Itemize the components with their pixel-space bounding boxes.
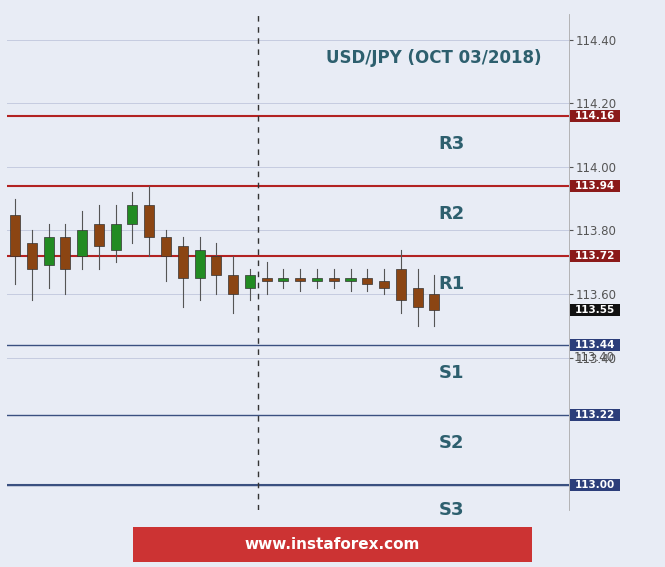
Bar: [211, 256, 221, 275]
Bar: [110, 224, 121, 249]
Text: R3: R3: [438, 135, 464, 153]
Bar: [195, 249, 205, 278]
Text: 113.00: 113.00: [575, 480, 615, 490]
Text: 113.40: 113.40: [574, 351, 615, 364]
Bar: [128, 205, 138, 224]
Bar: [27, 243, 37, 269]
Text: 113.72: 113.72: [575, 251, 615, 261]
Bar: [312, 278, 322, 281]
Bar: [228, 275, 238, 294]
Text: 113.94: 113.94: [575, 181, 615, 191]
Bar: [379, 281, 389, 287]
Bar: [245, 275, 255, 287]
Text: R2: R2: [438, 205, 464, 223]
Bar: [178, 246, 188, 278]
Text: R1: R1: [438, 275, 464, 293]
Bar: [144, 205, 154, 237]
Text: USD/JPY (OCT 03/2018): USD/JPY (OCT 03/2018): [326, 49, 541, 67]
Bar: [396, 269, 406, 301]
Bar: [10, 214, 20, 256]
Bar: [430, 294, 440, 310]
Bar: [161, 237, 171, 256]
Bar: [43, 237, 54, 265]
Bar: [261, 278, 272, 281]
Bar: [61, 237, 70, 269]
Bar: [362, 278, 372, 285]
Bar: [346, 278, 356, 281]
Text: 113.55: 113.55: [575, 305, 615, 315]
Bar: [295, 278, 305, 281]
Text: S3: S3: [438, 501, 464, 519]
Bar: [412, 287, 423, 307]
Bar: [329, 278, 338, 281]
Text: 113.22: 113.22: [575, 410, 615, 420]
Text: S2: S2: [438, 434, 464, 452]
Text: www.instaforex.com: www.instaforex.com: [245, 538, 420, 552]
Bar: [77, 230, 87, 256]
Bar: [94, 224, 104, 246]
Text: 114.16: 114.16: [575, 111, 615, 121]
Bar: [279, 278, 289, 281]
Text: S1: S1: [438, 364, 464, 382]
Text: 113.44: 113.44: [575, 340, 615, 350]
